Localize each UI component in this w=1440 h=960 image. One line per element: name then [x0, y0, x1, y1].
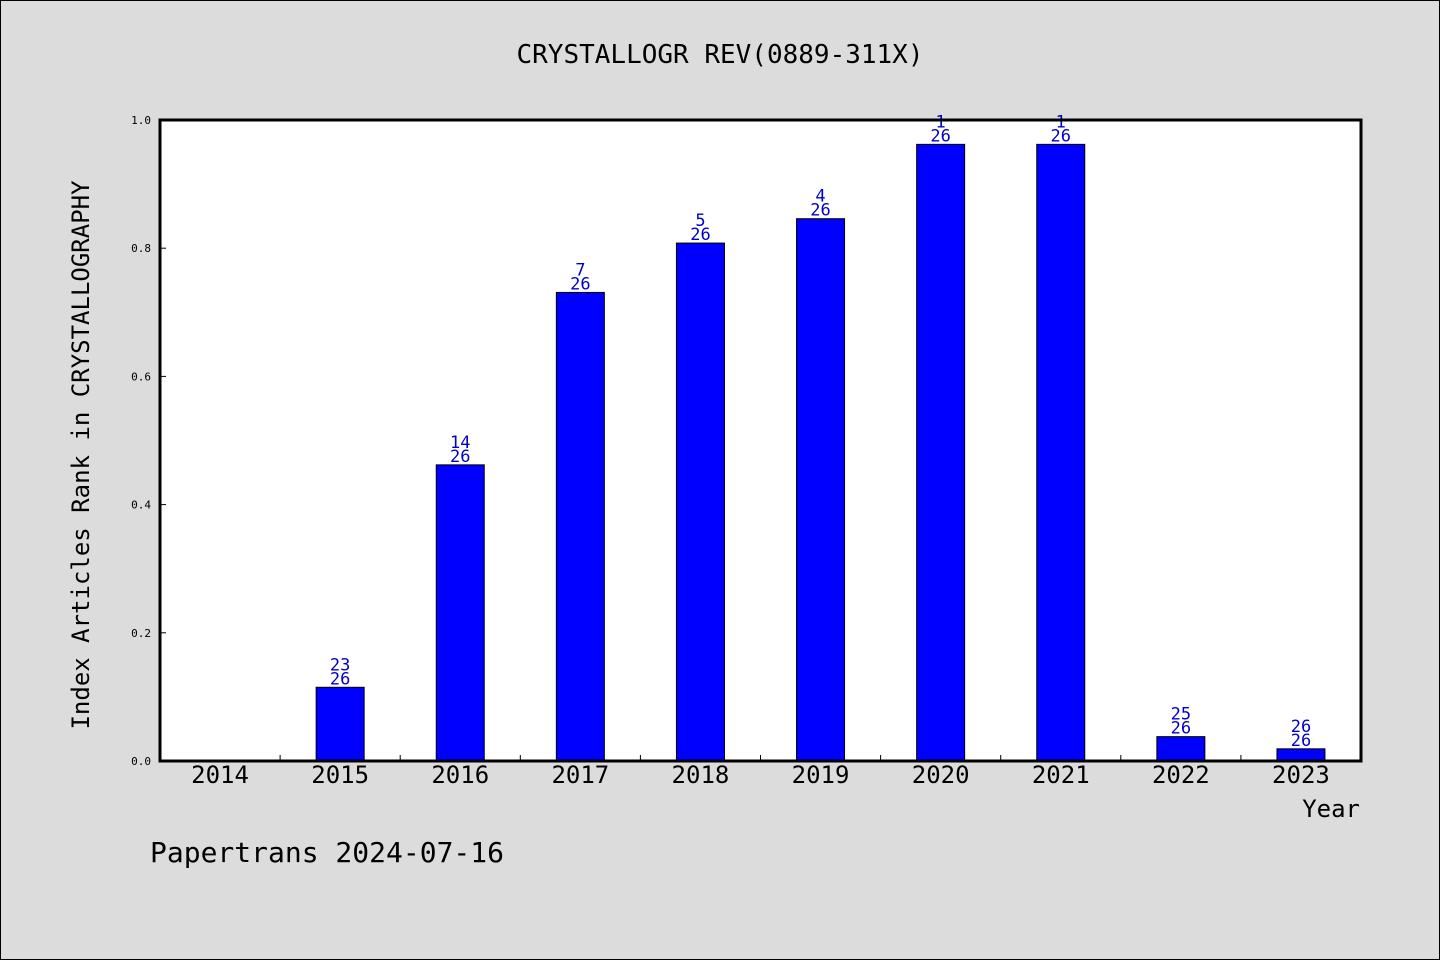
y-axis-title: Index Articles Rank in CRYSTALLOGRAPHY [67, 180, 95, 730]
x-tick-label: 2016 [431, 761, 489, 789]
total-label: 26 [810, 201, 830, 221]
y-tick-label: 0.4 [131, 499, 151, 512]
total-label: 26 [330, 669, 350, 689]
rank-label: 7 [575, 260, 585, 280]
bar-2020 [916, 143, 966, 762]
bar-2019 [796, 218, 846, 762]
x-tick-label: 2019 [792, 761, 850, 789]
y-tick-label: 0.8 [131, 242, 151, 255]
footer-text: Papertrans 2024-07-16 [150, 836, 504, 869]
x-axis-title: Year [1302, 795, 1360, 823]
x-tick-label: 2015 [311, 761, 369, 789]
total-label: 26 [570, 274, 590, 294]
x-tick-label: 2017 [551, 761, 609, 789]
x-tick-label: 2020 [912, 761, 970, 789]
y-tick-label: 0.2 [131, 627, 151, 640]
rank-label: 25 [1171, 705, 1191, 725]
plot-area [160, 120, 1361, 761]
bar-2022 [1156, 736, 1206, 762]
rank-label: 1 [1056, 112, 1066, 132]
x-tick-label: 2014 [191, 761, 249, 789]
x-tick-label: 2022 [1152, 761, 1210, 789]
bar-2016 [435, 464, 485, 762]
bar-2018 [675, 242, 725, 762]
y-tick-label: 0.6 [131, 370, 151, 383]
bar-2021 [1036, 143, 1086, 762]
total-label: 26 [1051, 126, 1071, 146]
rank-label: 14 [450, 433, 470, 453]
y-tick-label: 0.0 [131, 755, 151, 768]
bar-2017 [555, 291, 605, 762]
y-axis: 0.0 0.2 0.4 0.6 0.8 1.0 [131, 114, 166, 768]
total-label: 26 [1291, 731, 1311, 751]
chart-title: CRYSTALLOGR REV(0889-311X) [517, 40, 924, 70]
total-label: 26 [1171, 719, 1191, 739]
x-tick-label: 2023 [1272, 761, 1330, 789]
y-tick-label: 1.0 [131, 114, 151, 127]
rank-label: 1 [936, 112, 946, 132]
total-label: 26 [450, 447, 470, 467]
rank-label: 5 [695, 211, 705, 231]
total-label: 26 [930, 126, 950, 146]
rank-label: 26 [1291, 717, 1311, 737]
rank-label: 23 [330, 655, 350, 675]
total-label: 26 [690, 225, 710, 245]
x-tick-label: 2021 [1032, 761, 1090, 789]
bar-2015 [315, 686, 365, 762]
x-axis: 2014 2015 2016 2017 2018 2019 2020 2021 2022 2023 [191, 755, 1330, 789]
rank-label: 4 [815, 187, 825, 207]
bar-layer [315, 143, 1326, 762]
x-tick-label: 2018 [672, 761, 730, 789]
